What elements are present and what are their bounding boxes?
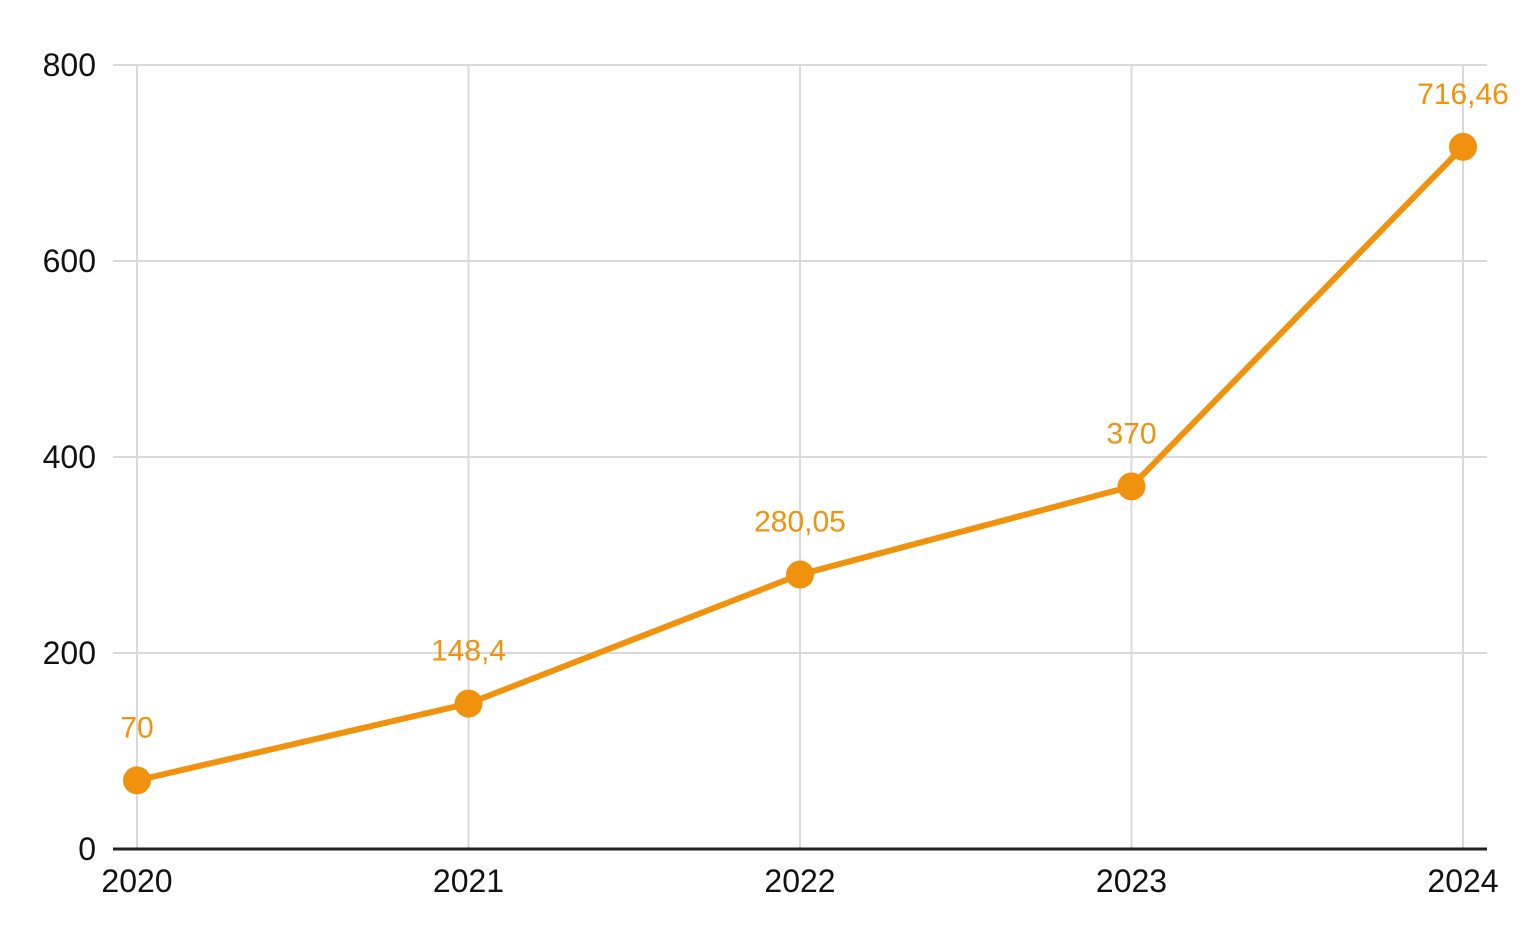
x-tick-label-2023: 2023 <box>1096 863 1167 899</box>
data-point-label-2022: 280,05 <box>754 506 846 539</box>
x-tick-label-2021: 2021 <box>433 863 504 899</box>
data-point-label-2024: 716,46 <box>1417 78 1509 111</box>
data-point-2022[interactable] <box>786 560 814 589</box>
data-point-label-2020: 70 <box>120 711 153 744</box>
data-point-2021[interactable] <box>454 689 483 718</box>
x-tick-label-2024: 2024 <box>1427 863 1498 899</box>
x-tick-label-2022: 2022 <box>764 863 835 899</box>
data-point-2024[interactable] <box>1449 132 1477 161</box>
data-point-2020[interactable] <box>123 766 151 795</box>
y-tick-label-400: 400 <box>43 439 96 475</box>
data-point-label-2021: 148,4 <box>431 635 506 668</box>
x-tick-label-2020: 2020 <box>101 863 172 899</box>
y-tick-label-0: 0 <box>78 831 96 867</box>
data-point-2023[interactable] <box>1117 472 1146 501</box>
y-tick-label-200: 200 <box>43 635 96 671</box>
data-point-label-2023: 370 <box>1106 417 1156 450</box>
y-tick-label-600: 600 <box>43 243 96 279</box>
y-tick-label-800: 800 <box>43 47 96 83</box>
